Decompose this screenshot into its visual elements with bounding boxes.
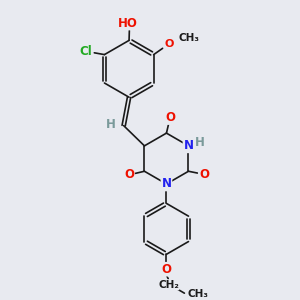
Text: H: H — [106, 118, 116, 131]
Text: H: H — [195, 136, 205, 149]
Text: CH₂: CH₂ — [158, 280, 179, 290]
Text: N: N — [161, 178, 172, 190]
Text: N: N — [184, 139, 194, 152]
Text: CH₃: CH₃ — [188, 289, 209, 299]
Text: O: O — [165, 111, 175, 124]
Text: O: O — [124, 168, 134, 182]
Text: O: O — [199, 168, 209, 181]
Text: O: O — [164, 39, 174, 49]
Text: Cl: Cl — [80, 44, 92, 58]
Text: O: O — [161, 263, 172, 276]
Text: HO: HO — [118, 16, 137, 29]
Text: CH₃: CH₃ — [179, 33, 200, 43]
